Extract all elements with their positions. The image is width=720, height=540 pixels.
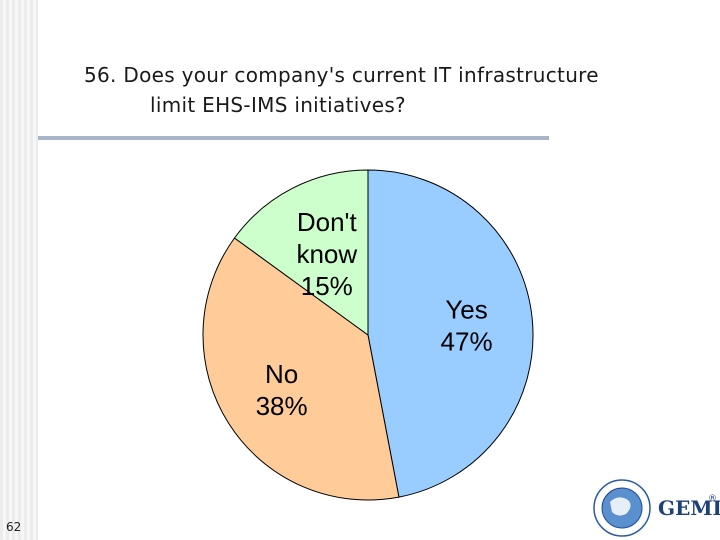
globe-icon bbox=[593, 479, 651, 537]
title-line-1: 56. Does your company's current IT infra… bbox=[84, 63, 599, 87]
pie-slice-don-t-know bbox=[233, 169, 369, 336]
slide-number: 62 bbox=[6, 520, 22, 534]
logo-registered-mark: ® bbox=[708, 494, 717, 504]
pie-label-don-t-know: Don't know 15% bbox=[296, 207, 357, 301]
pie-slice-yes bbox=[367, 169, 534, 498]
pie-label-no: No 38% bbox=[256, 359, 308, 421]
pie-label-yes: Yes 47% bbox=[441, 295, 493, 357]
logo-text: GEMI bbox=[658, 496, 720, 520]
title-underline bbox=[38, 136, 549, 140]
title-line-2: limit EHS-IMS initiatives? bbox=[150, 93, 406, 117]
gemi-logo: GEMI ® bbox=[588, 474, 720, 540]
left-decorative-bar bbox=[0, 0, 38, 540]
slide-title: 56. Does your company's current IT infra… bbox=[84, 60, 714, 120]
pie-slice-no bbox=[202, 237, 400, 501]
